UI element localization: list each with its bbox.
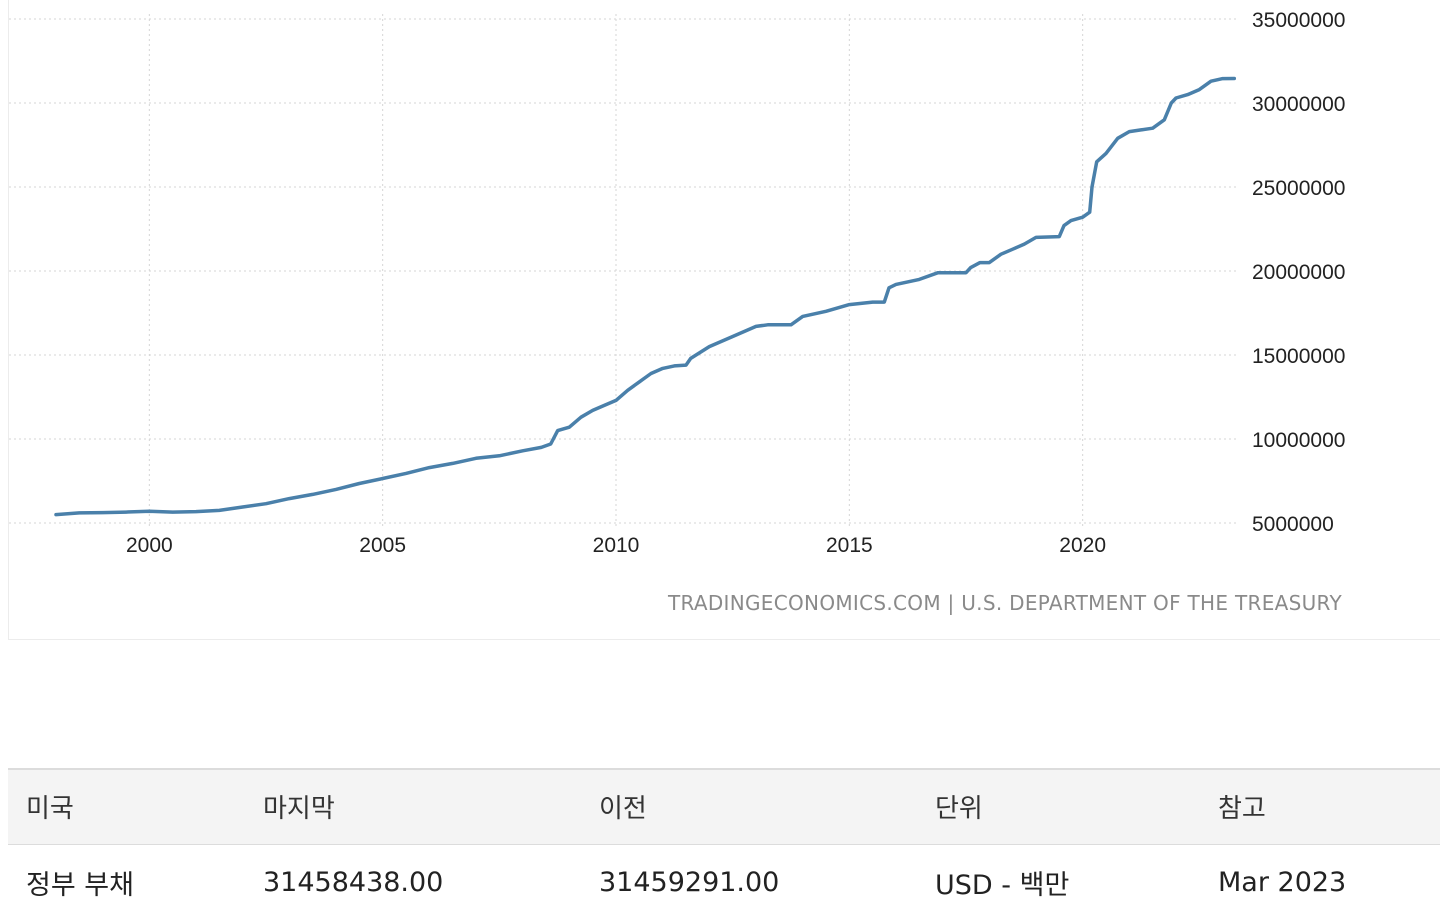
- y-tick-label: 20000000: [1252, 261, 1345, 284]
- y-tick-label: 5000000: [1252, 513, 1334, 536]
- cell-reference: Mar 2023: [1218, 866, 1347, 898]
- y-tick-label: 35000000: [1252, 9, 1345, 32]
- x-tick-label: 2005: [359, 534, 406, 557]
- x-tick-label: 2010: [593, 534, 640, 557]
- source-label: TRADINGECONOMICS.COM | U.S. DEPARTMENT O…: [667, 591, 1342, 615]
- header-last: 마지막: [245, 768, 581, 845]
- indicator-table: 미국 마지막 이전 단위 참고 정부 부채 31458438.00 314592…: [8, 768, 1440, 920]
- series-line: [54, 76, 1237, 517]
- cell-last: 31458438.00: [263, 866, 444, 898]
- header-reference: 참고: [1200, 768, 1440, 845]
- y-tick-label: 15000000: [1252, 345, 1345, 368]
- chart-panel: 5000000 10000000 15000000 20000000 25000000 3…: [8, 0, 1440, 640]
- cell-previous: 31459291.00: [599, 866, 780, 898]
- x-tick-label: 2015: [826, 534, 873, 557]
- x-tick-label: 2020: [1059, 534, 1106, 557]
- cell-indicator[interactable]: 정부 부채: [26, 869, 134, 901]
- header-unit: 단위: [917, 768, 1200, 845]
- cell-unit: USD - 백만: [935, 869, 1070, 901]
- table-row[interactable]: 정부 부채 31458438.00 31459291.00 USD - 백만 M…: [8, 844, 1440, 920]
- line-chart: 5000000 10000000 15000000 20000000 25000000 3…: [9, 9, 1345, 557]
- y-tick-label: 25000000: [1252, 177, 1345, 200]
- header-previous: 이전: [581, 768, 917, 845]
- y-tick-label: 10000000: [1252, 429, 1345, 452]
- header-country: 미국: [8, 768, 245, 845]
- y-tick-label: 30000000: [1252, 93, 1345, 116]
- table-header-row: 미국 마지막 이전 단위 참고: [8, 768, 1440, 845]
- x-tick-label: 2000: [126, 534, 173, 557]
